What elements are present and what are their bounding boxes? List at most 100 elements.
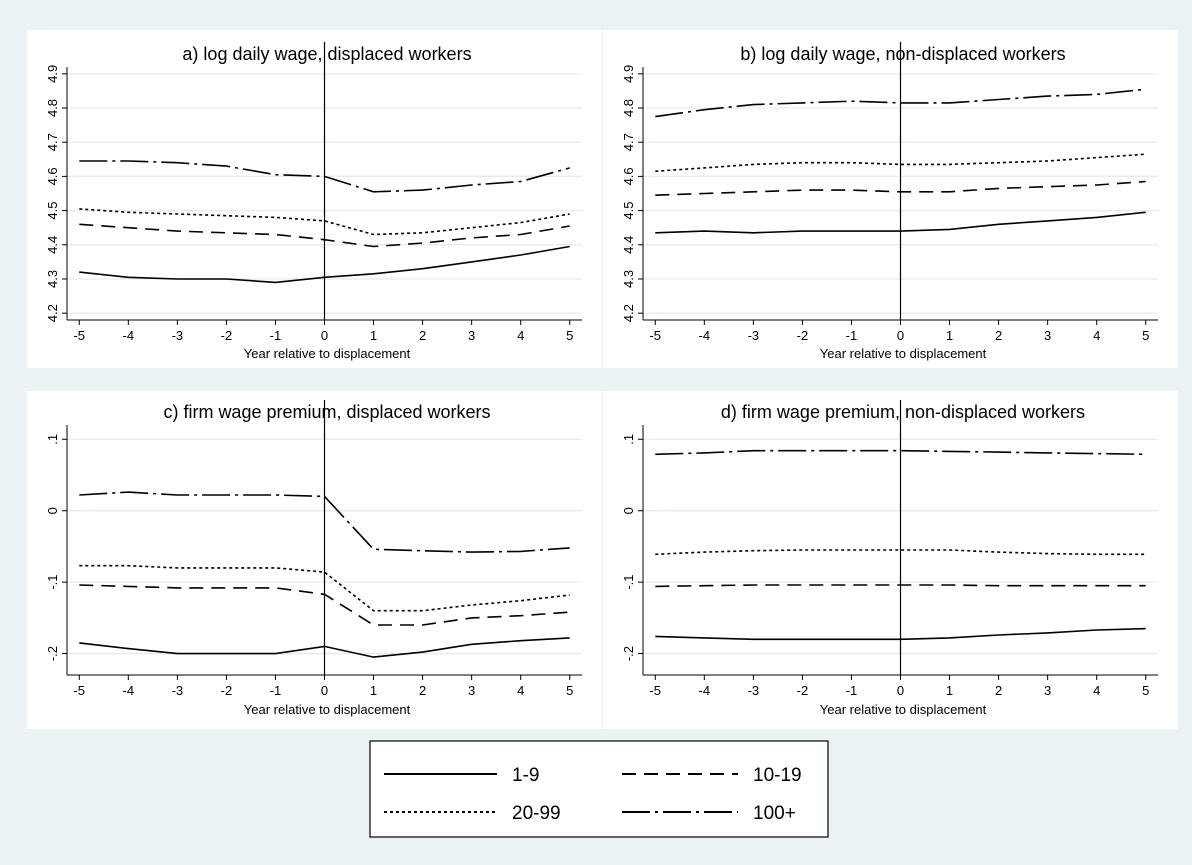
panel-a-xtick-label: -4 <box>123 328 135 343</box>
panel-a-title: a) log daily wage, displaced workers <box>182 44 471 64</box>
panel-b-ytick-label: 4.7 <box>621 133 636 151</box>
panel-d-title: d) firm wage premium, non-displaced work… <box>721 402 1085 422</box>
panel-c-xtick-label: 1 <box>370 683 377 698</box>
panel-a-xtick-label: -2 <box>221 328 233 343</box>
legend-box <box>369 740 829 838</box>
panel-b-series-20-99 <box>655 153 1146 173</box>
panel-b-xtick-label: 0 <box>897 328 904 343</box>
panel-b-ytick-label: 4.3 <box>621 270 636 288</box>
panel-c-xtick-label: 5 <box>566 683 573 698</box>
panel-a-xtick-label: 4 <box>517 328 524 343</box>
panel-d-xtick-label: 4 <box>1093 683 1100 698</box>
panel-c-xtick-label: 4 <box>517 683 524 698</box>
panel-d-xtick-label: -3 <box>748 683 760 698</box>
panel-d: d) firm wage premium, non-displaced work… <box>621 400 1158 717</box>
panel-d-xlabel: Year relative to displacement <box>820 702 987 717</box>
panel-a-ytick-label: 4.4 <box>45 236 60 254</box>
panel-d-xtick-label: 0 <box>897 683 904 698</box>
panel-c-series-100plus <box>79 491 570 553</box>
panel-c-ytick-label: .1 <box>45 434 60 445</box>
panel-c-xtick-label: -3 <box>172 683 184 698</box>
panel-b-ytick-label: 4.2 <box>621 304 636 322</box>
panel-a-ytick-label: 4.5 <box>45 202 60 220</box>
legend-label-10-19: 10-19 <box>753 765 802 786</box>
panel-c-xtick-label: 0 <box>321 683 328 698</box>
panel-d-xtick-label: -2 <box>797 683 809 698</box>
panel-b-series-100plus <box>655 88 1146 118</box>
panel-a-xtick-label: -3 <box>172 328 184 343</box>
panel-b-xlabel: Year relative to displacement <box>820 346 987 361</box>
panel-d-series-10-19 <box>655 584 1146 588</box>
panel-d-xtick-label: 3 <box>1044 683 1051 698</box>
panel-b-background <box>603 30 1178 368</box>
panel-c-series-1-9 <box>79 637 570 658</box>
panel-a-ytick-label: 4.7 <box>45 133 60 151</box>
panel-a-xtick-label: 0 <box>321 328 328 343</box>
panel-a-xtick-label: -1 <box>270 328 282 343</box>
panel-a-xtick-label: 5 <box>566 328 573 343</box>
panel-c-ytick-label: -.1 <box>45 575 60 590</box>
panel-c-xtick-label: 3 <box>468 683 475 698</box>
panel-d-xtick-label: -1 <box>846 683 858 698</box>
panel-b-xtick-label: -3 <box>748 328 760 343</box>
panel-a-background <box>27 30 602 368</box>
panel-b-ytick-label: 4.4 <box>621 236 636 254</box>
panel-c-xtick-label: -2 <box>221 683 233 698</box>
panel-d-xtick-label: -5 <box>649 683 661 698</box>
panel-d-series-20-99 <box>655 549 1146 556</box>
panel-c-title: c) firm wage premium, displaced workers <box>163 402 490 422</box>
panel-b-xtick-label: -5 <box>649 328 661 343</box>
panel-b-series-10-19 <box>655 180 1146 196</box>
panel-c-xtick-label: -5 <box>73 683 85 698</box>
panel-c-xtick-label: 2 <box>419 683 426 698</box>
panel-b-xtick-label: 4 <box>1093 328 1100 343</box>
panel-a-ytick-label: 4.2 <box>45 304 60 322</box>
panel-b-series-1-9 <box>655 211 1146 234</box>
panel-b-ytick-label: 4.5 <box>621 202 636 220</box>
panel-b-xtick-label: 3 <box>1044 328 1051 343</box>
panel-d-xtick-label: -4 <box>699 683 711 698</box>
panel-a-xtick-label: 3 <box>468 328 475 343</box>
panel-d-background <box>603 391 1178 729</box>
panel-b-title: b) log daily wage, non-displaced workers <box>740 44 1065 64</box>
panel-b-ytick-label: 4.8 <box>621 99 636 117</box>
panel-c-xlabel: Year relative to displacement <box>244 702 411 717</box>
panel-c-series-20-99 <box>79 564 570 612</box>
panel-d-xtick-label: 1 <box>946 683 953 698</box>
legend-label-100plus: 100+ <box>753 803 796 824</box>
panel-d-xtick-label: 2 <box>995 683 1002 698</box>
panel-b-ytick-label: 4.9 <box>621 65 636 83</box>
panel-a-xtick-label: 2 <box>419 328 426 343</box>
panel-b-ytick-label: 4.6 <box>621 167 636 185</box>
panel-a-xtick-label: -5 <box>73 328 85 343</box>
panel-a-ytick-label: 4.6 <box>45 167 60 185</box>
panel-c-series-10-19 <box>79 584 570 626</box>
panel-b-xtick-label: -1 <box>846 328 858 343</box>
panel-c-ytick-label: -.2 <box>45 646 60 661</box>
panel-a-ytick-label: 4.9 <box>45 65 60 83</box>
panel-d-ytick-label: -.1 <box>621 575 636 590</box>
panel-a-series-100plus <box>79 160 570 193</box>
panel-d-series-1-9 <box>655 627 1146 641</box>
panel-b-xtick-label: 2 <box>995 328 1002 343</box>
panel-a-xtick-label: 1 <box>370 328 377 343</box>
panel-d-xtick-label: 5 <box>1142 683 1149 698</box>
panel-c-xtick-label: -4 <box>123 683 135 698</box>
panel-c-ytick-label: 0 <box>45 507 60 514</box>
panel-b-xtick-label: -4 <box>699 328 711 343</box>
panel-a-ytick-label: 4.8 <box>45 99 60 117</box>
panel-c-background <box>27 391 602 729</box>
panel-c-xtick-label: -1 <box>270 683 282 698</box>
panel-d-ytick-label: -.2 <box>621 646 636 661</box>
panel-a-ytick-label: 4.3 <box>45 270 60 288</box>
panel-b-xtick-label: -2 <box>797 328 809 343</box>
panel-d-ytick-label: .1 <box>621 434 636 445</box>
panel-d-ytick-label: 0 <box>621 507 636 514</box>
panel-a: a) log daily wage, displaced workers Yea… <box>45 42 582 361</box>
panel-a-series-10-19 <box>79 223 570 248</box>
legend-label-20-99: 20-99 <box>512 803 561 824</box>
legend: 1-9 10-19 20-99 100+ <box>369 740 829 838</box>
legend-label-1-9: 1-9 <box>512 765 539 786</box>
panel-b: b) log daily wage, non-displaced workers… <box>621 42 1158 361</box>
